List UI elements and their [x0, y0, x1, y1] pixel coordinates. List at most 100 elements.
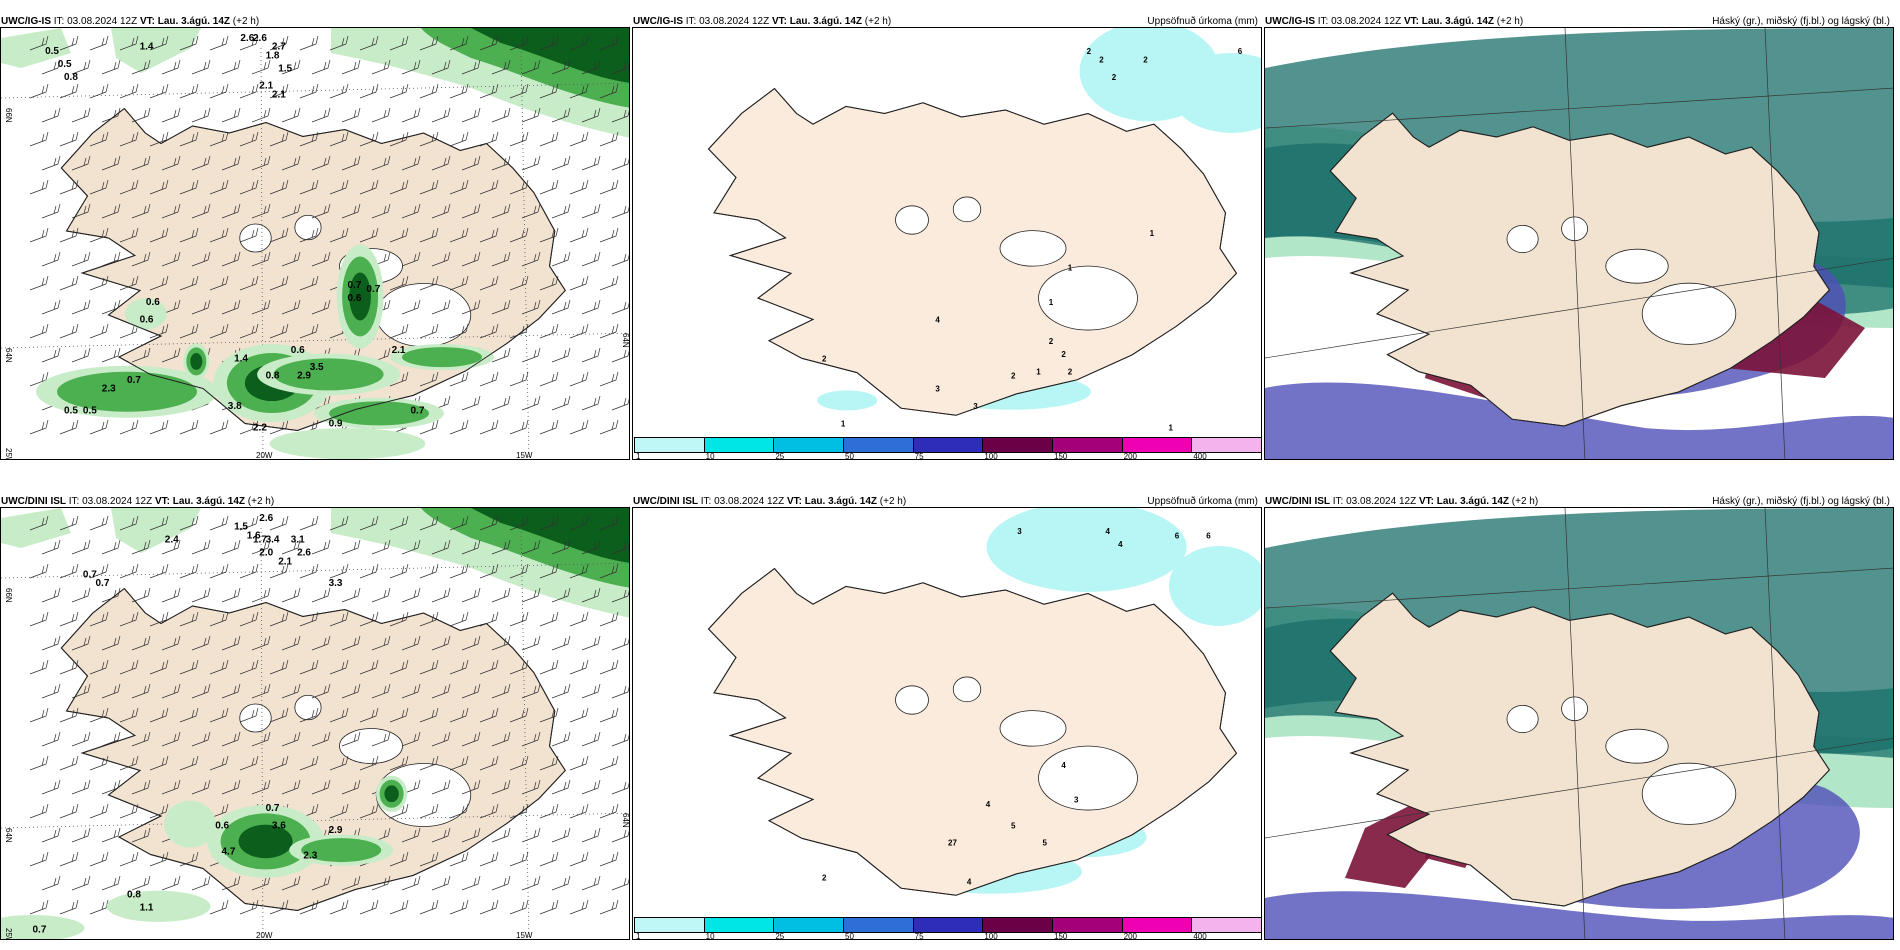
precip-value-label: 3.4 — [266, 535, 280, 546]
colorbar-tick: 150 — [1054, 932, 1068, 940]
precip-value-label: 2.3 — [102, 384, 116, 395]
wind-precip-panel-row1: UWC/IG-IS IT: 03.08.2024 12Z VT: Lau. 3.… — [0, 12, 630, 460]
precip-value-label: 0.6 — [146, 297, 160, 308]
lat-label: 66N — [4, 588, 13, 603]
accum-value-label: 1 — [841, 419, 846, 428]
precip-value-label: 0.7 — [366, 284, 380, 295]
precip-value-label: 0.8 — [64, 72, 78, 83]
wind-precip-map: 2.41.51.61.72.63.42.03.12.12.63.30.70.70… — [1, 508, 630, 940]
precip-cell — [238, 824, 293, 859]
precip-cell — [57, 371, 197, 412]
colorbar-swatch — [703, 437, 775, 453]
colorbar-tick: 150 — [1054, 452, 1068, 460]
mid-cloud-area — [1265, 891, 1893, 939]
accum-value-label: 6 — [1206, 531, 1211, 540]
precip-shading-north — [1, 28, 629, 138]
map-area[interactable] — [1264, 507, 1894, 940]
precip-cell — [329, 401, 429, 426]
accum-value-label: 4 — [986, 800, 991, 809]
accum-value-label: 3 — [973, 402, 978, 411]
lat-label: 64N — [4, 828, 13, 843]
precip-value-label: 0.7 — [348, 280, 362, 291]
map-area[interactable]: 3 4 6 6 4 27 4 5 5 4 3 2 4 1 10 25 50 75 100 150 200 400 — [632, 507, 1262, 940]
precip-value-label: 2.6 — [259, 513, 273, 524]
precip-value-label: 2.7 — [272, 42, 286, 53]
accum-value-label: 2 — [1099, 56, 1104, 65]
precip-cell — [384, 785, 399, 803]
glacier — [952, 196, 982, 223]
precip-value-label: 2.6 — [297, 548, 311, 559]
accum-value-label: 1 — [1049, 298, 1054, 307]
precip-value-label: 2.1 — [259, 81, 273, 92]
precip-value-label: 1.5 — [234, 522, 248, 533]
glacier — [999, 230, 1067, 267]
accum-value-label: 6 — [1238, 47, 1243, 56]
precip-value-label: 0.5 — [58, 59, 72, 70]
precip-value-label: 0.8 — [127, 890, 141, 901]
glacier — [1605, 248, 1669, 284]
glacier — [895, 685, 929, 715]
glacier — [239, 703, 272, 733]
accum-value-label: 2 — [1011, 372, 1016, 381]
colorbar-swatch — [982, 437, 1053, 453]
panel-header: UWC/DINI ISL IT: 03.08.2024 12Z VT: Lau.… — [1264, 492, 1894, 512]
accum-value-label: 2 — [822, 873, 827, 882]
accum-value-label: 2 — [1049, 337, 1054, 346]
accum-area — [817, 390, 878, 411]
precip-value-label: 2.6 — [240, 33, 254, 44]
panel-title: Háský (gr.), miðský (fj.bl.) og lágský (… — [1712, 496, 1890, 507]
accum-value-label: 2 — [1143, 56, 1148, 65]
colorbar-swatch — [843, 437, 914, 453]
lat-label: 64N — [621, 333, 630, 348]
lat-label: 64N — [621, 813, 630, 828]
colorbar-swatch — [1121, 917, 1193, 933]
colorbar-swatch — [1052, 437, 1123, 453]
colorbar-tick: 10 — [705, 452, 715, 460]
precip-value-label: 0.5 — [83, 405, 97, 416]
colorbar-tick: 50 — [845, 452, 854, 460]
precip-value-label: 3.8 — [228, 401, 242, 412]
precip-value-label: 1.4 — [140, 42, 154, 53]
colorbar-tick: 75 — [914, 932, 924, 940]
accum-value-label: 4 — [1061, 761, 1066, 770]
accum-value-label: 3 — [935, 385, 940, 394]
precip-value-label: 1.1 — [140, 903, 154, 914]
precip-value-label: 2.9 — [297, 371, 311, 382]
glacier — [294, 214, 322, 241]
accum-area — [1171, 52, 1261, 133]
glacier — [895, 205, 929, 235]
precip-value-label: 1.8 — [266, 50, 280, 61]
colorbar: 1 10 25 50 75 100 150 200 400 — [634, 437, 1261, 459]
precip-cells — [1, 775, 408, 939]
accum-value-label: 2 — [822, 354, 827, 363]
glacier — [1506, 224, 1539, 253]
map-area[interactable] — [1264, 27, 1894, 460]
accum-value-label: 1 — [1036, 367, 1041, 376]
colorbar-tick: 25 — [775, 932, 785, 940]
panel-header: UWC/IG-IS IT: 03.08.2024 12Z VT: Lau. 3.… — [1, 16, 260, 27]
precip-value-label: 3.1 — [291, 535, 305, 546]
axis-labels: 20W 15W 66N 64N 25W 64N — [4, 588, 630, 940]
precip-cell — [106, 890, 211, 922]
colorbar-tick: 1 — [636, 932, 641, 940]
accum-value-label: 3 — [1074, 795, 1079, 804]
precip-value-label: 2.1 — [278, 556, 292, 567]
colorbar-swatch — [982, 917, 1053, 933]
map-area[interactable]: 2.4 1.5 1.6 1.7 2.6 3.4 2.0 3.1 2.1 2.6 3.3 0.7 0.7 0… — [0, 507, 630, 940]
glacier — [999, 710, 1067, 747]
precip-value-label: 1.4 — [234, 353, 248, 364]
precip-value-label: 0.7 — [83, 569, 97, 580]
precip-value-label: 2.1 — [392, 345, 406, 356]
lat-label: 25W — [4, 928, 13, 940]
accum-value-label: 4 — [967, 878, 972, 887]
glacier — [239, 223, 272, 253]
cloud-map — [1265, 28, 1893, 459]
accum-precip-panel-row2: UWC/DINI ISL IT: 03.08.2024 12Z VT: Lau.… — [632, 492, 1262, 940]
map-area[interactable]: 0.5 0.5 0.8 1.4 2.6 2.6 2.7 1.8 1.5 2.1 2.1 0.6 0.6 0… — [0, 27, 630, 460]
iceland-landmass — [1329, 112, 1831, 427]
colorbar-tick: 100 — [984, 452, 998, 460]
precip-value-label: 2.6 — [253, 33, 267, 44]
precip-value-label: 0.6 — [291, 345, 305, 356]
glacier — [1038, 745, 1138, 811]
